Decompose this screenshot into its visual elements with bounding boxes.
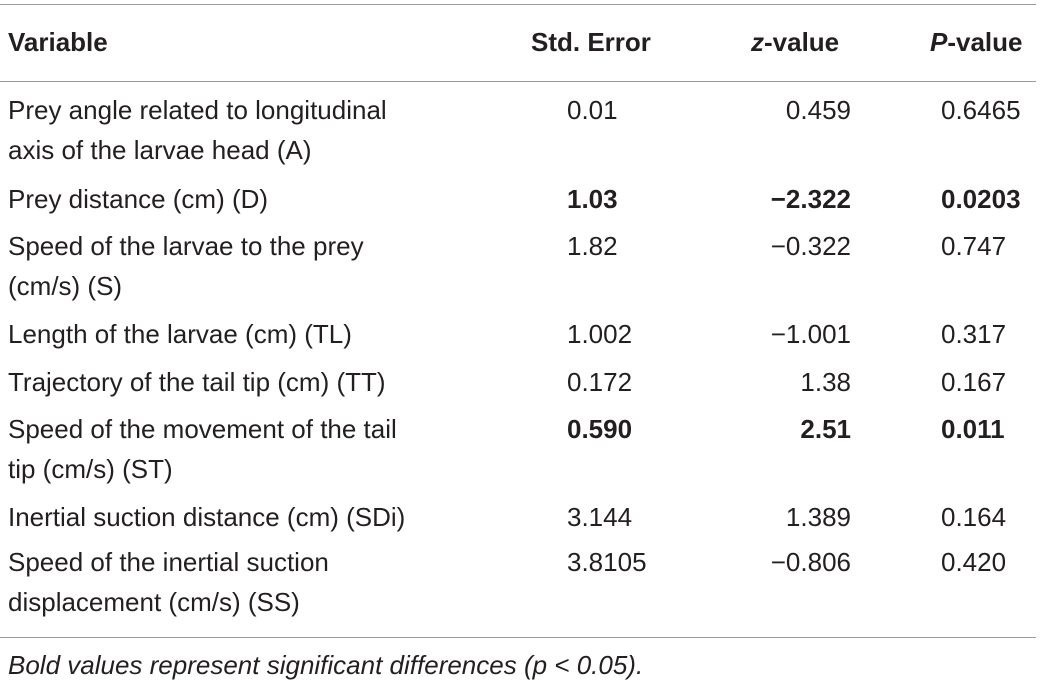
row-7-std-error: 3.8105	[567, 547, 647, 577]
row-5-std-error: 0.590	[567, 414, 633, 444]
table-bottom-rule	[0, 637, 1036, 638]
table-footnote: Bold values represent significant differ…	[8, 650, 644, 680]
table-top-rule	[0, 4, 1036, 5]
row-0-z-value: 0.459	[785, 95, 851, 125]
row-4-z-value: 1.38	[800, 367, 851, 397]
row-1-z-value: −2.322	[770, 184, 851, 214]
row-6-z-value: 1.389	[785, 502, 851, 532]
row-2-variable-line1: Speed of the larvae to the prey	[8, 231, 364, 261]
header-z-italic: z	[751, 27, 764, 57]
row-0-variable-line2: axis of the larvae head (A)	[8, 135, 312, 165]
header-p-value: P-value	[930, 22, 1023, 62]
header-std-error: Std. Error	[531, 27, 651, 57]
row-6-std-error: 3.144	[567, 502, 633, 532]
header-z-value: z-value	[751, 22, 839, 62]
row-2-z-value: −0.322	[770, 231, 851, 261]
row-4-p-value: 0.167	[941, 367, 1007, 397]
row-7-z-value: −0.806	[770, 547, 851, 577]
row-3-p-value: 0.317	[941, 319, 1007, 349]
header-p-italic: P	[930, 27, 948, 57]
row-5-variable-line2: tip (cm/s) (ST)	[8, 454, 173, 484]
row-3-std-error: 1.002	[567, 319, 633, 349]
row-5-z-value: 2.51	[800, 414, 851, 444]
table-header-rule	[0, 81, 1036, 82]
row-6-variable-line1: Inertial suction distance (cm) (SDi)	[8, 502, 406, 532]
header-p-rest: -value	[947, 27, 1023, 57]
row-7-p-value: 0.420	[941, 547, 1007, 577]
row-7-variable-line1: Speed of the inertial suction	[8, 547, 329, 577]
row-2-std-error: 1.82	[567, 231, 618, 261]
row-4-std-error: 0.172	[567, 367, 633, 397]
row-0-std-error: 0.01	[567, 95, 618, 125]
row-1-variable-line1: Prey distance (cm) (D)	[8, 184, 269, 214]
row-2-variable-line2: (cm/s) (S)	[8, 271, 123, 301]
row-0-p-value: 0.6465	[941, 95, 1021, 125]
row-5-p-value: 0.011	[941, 414, 1005, 444]
row-6-p-value: 0.164	[941, 502, 1007, 532]
row-0-variable-line1: Prey angle related to longitudinal	[8, 95, 387, 125]
row-2-p-value: 0.747	[941, 231, 1007, 261]
row-5-variable-line1: Speed of the movement of the tail	[8, 414, 397, 444]
row-1-p-value: 0.0203	[941, 184, 1021, 214]
row-3-z-value: −1.001	[770, 319, 851, 349]
header-variable: Variable	[8, 27, 108, 57]
row-1-std-error: 1.03	[567, 184, 618, 214]
row-3-variable-line1: Length of the larvae (cm) (TL)	[8, 319, 352, 349]
header-z-rest: -value	[764, 27, 840, 57]
row-7-variable-line2: displacement (cm/s) (SS)	[8, 587, 300, 617]
row-4-variable-line1: Trajectory of the tail tip (cm) (TT)	[8, 367, 386, 397]
